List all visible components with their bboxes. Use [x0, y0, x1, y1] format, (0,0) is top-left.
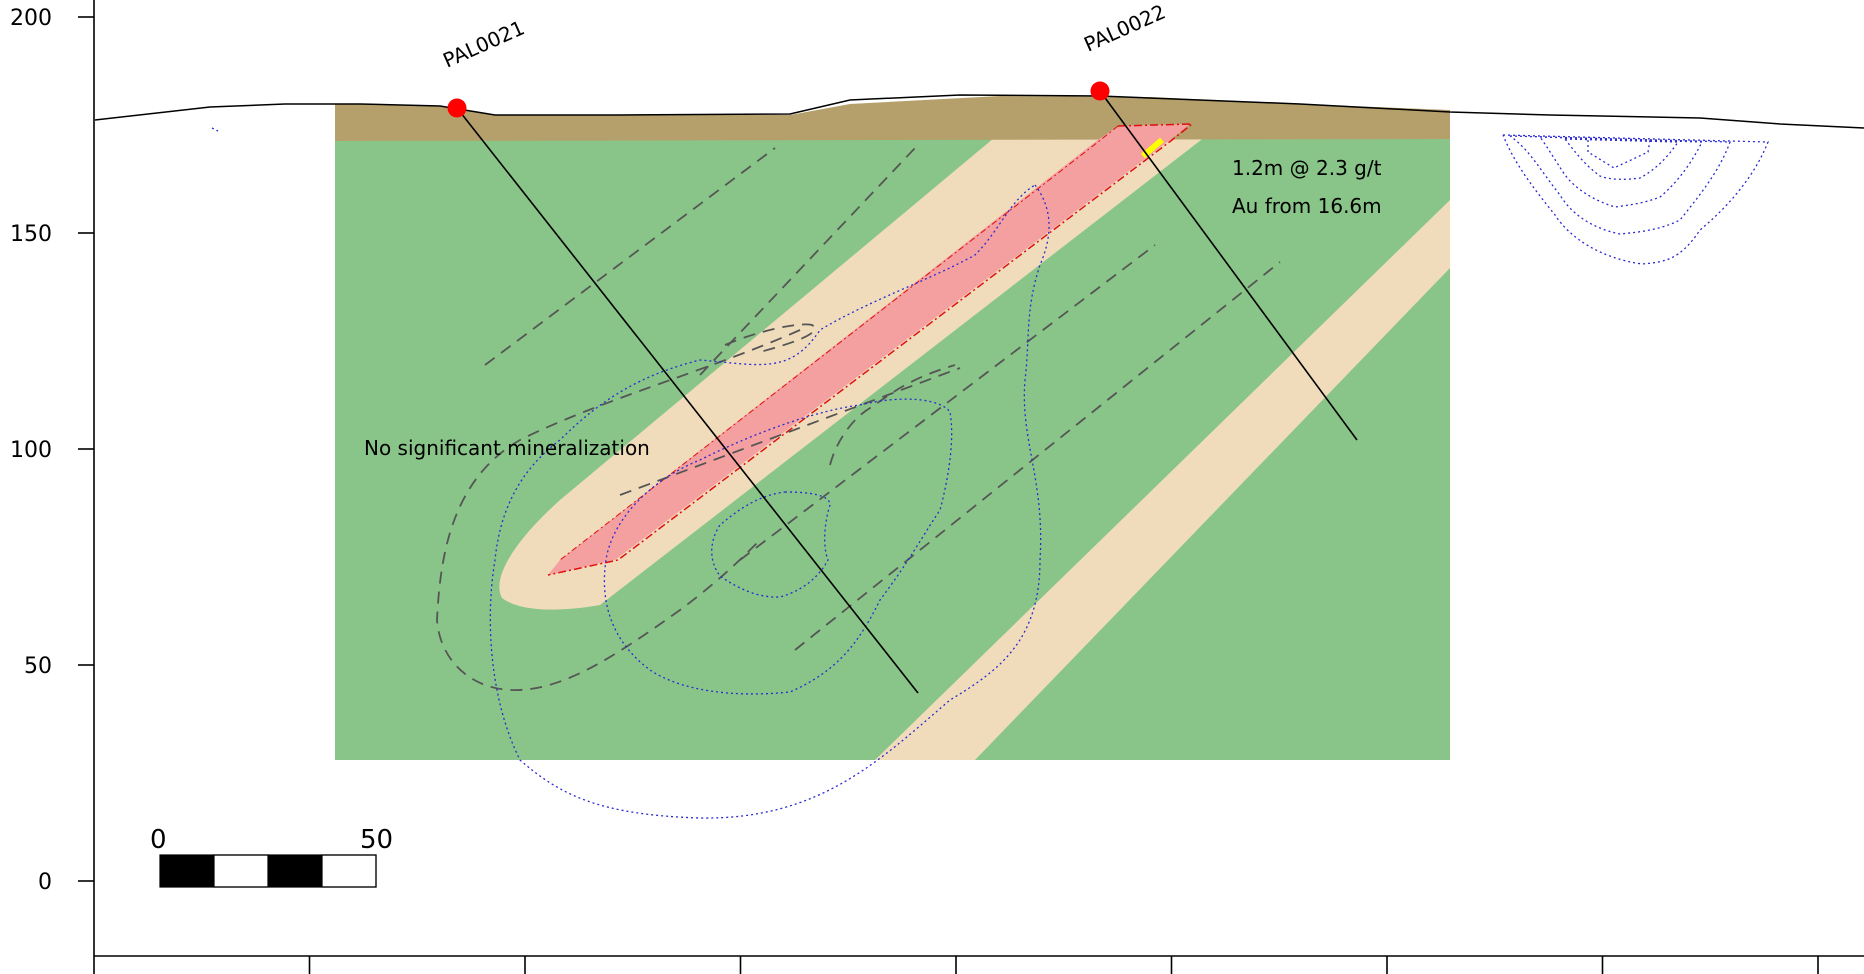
altered-band-lower	[875, 200, 1450, 760]
scale-segment-black	[160, 855, 214, 887]
ore-zone	[548, 124, 1190, 575]
fault-line	[619, 367, 961, 496]
y-tick-label: 0	[38, 870, 52, 895]
drill-trace-pal0021	[456, 107, 919, 694]
collar-pal0022[interactable]	[1090, 81, 1110, 101]
scale-segment-black	[268, 855, 322, 887]
scale-segment-white	[321, 854, 377, 888]
hole-label-pal0022: PAL0022	[1080, 0, 1169, 57]
drill-trace-pal0022	[1099, 90, 1358, 441]
y-axis-ticks: 200 150 100 50 0	[10, 6, 94, 895]
intercept-note-line1: 1.2m @ 2.3 g/t	[1232, 156, 1382, 180]
hole-label-pal0021: PAL0021	[439, 15, 528, 72]
contour-east-2	[1509, 135, 1731, 235]
scale-start-label: 0	[150, 825, 167, 855]
contour-east-4	[1564, 138, 1680, 180]
intercept-note-line2: Au from 16.6m	[1232, 194, 1382, 218]
no-mineralization-note: No significant mineralization	[364, 436, 650, 460]
y-axis: 200 150 100 50 0	[10, 0, 95, 956]
contour-tick	[211, 127, 219, 132]
y-tick-label: 100	[10, 438, 52, 463]
dashed-structures	[436, 147, 1281, 691]
contour-east-1	[1502, 134, 1769, 265]
scale-end-label: 50	[360, 825, 393, 855]
contour-east-5	[1587, 139, 1651, 169]
fault-envelope	[436, 329, 801, 691]
fault-curve	[724, 323, 816, 353]
contour-east-3	[1539, 136, 1704, 208]
scale-bar-frame	[159, 854, 377, 888]
ground-surface-line	[94, 94, 1864, 129]
fault-line	[739, 244, 1156, 561]
x-axis-ticks	[93, 956, 1819, 974]
y-tick-label: 200	[10, 6, 52, 31]
grade-contours	[211, 127, 1769, 819]
ore-zone-inner-outline	[559, 125, 1119, 561]
collar-pal0021[interactable]	[447, 98, 467, 118]
scale-segment-white	[213, 854, 269, 888]
fault-curve	[829, 364, 956, 466]
contour-outer	[489, 184, 1050, 819]
fault-line	[794, 261, 1281, 651]
x-axis	[93, 955, 1864, 974]
fault-line	[484, 147, 776, 366]
fault-line	[699, 147, 916, 376]
y-tick-label: 50	[24, 654, 52, 679]
scale-bar: 0 50	[150, 825, 393, 888]
y-tick-label: 150	[10, 222, 52, 247]
ore-zone-outline	[547, 123, 1195, 576]
